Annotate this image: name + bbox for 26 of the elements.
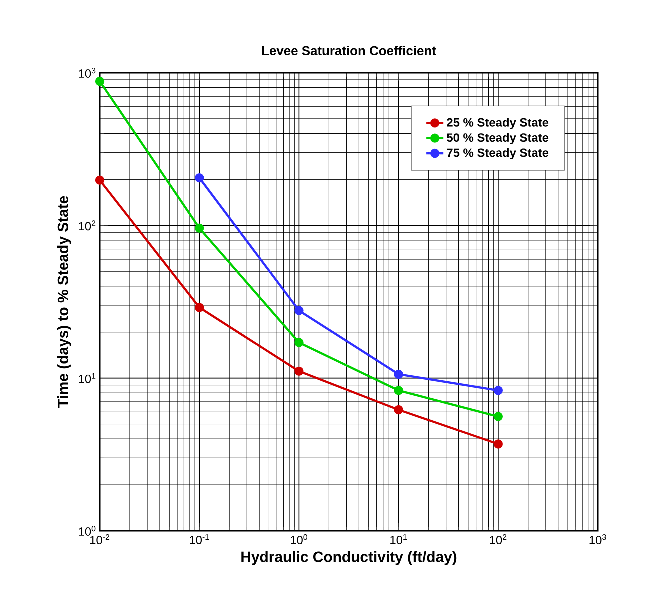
x-tick-label: 10$^{2}$ bbox=[490, 534, 507, 545]
x-axis-title: Hydraulic Conductivity (ft/day) bbox=[242, 551, 457, 566]
x-tick-label: 10$^{0}$ bbox=[291, 534, 308, 545]
x-tick-label: 10$^{-2}$ bbox=[90, 534, 110, 545]
point bbox=[95, 76, 105, 86]
x-tick-label: 10$^{3}$ bbox=[590, 534, 606, 545]
y-tick-label: 10$^{3}$ bbox=[79, 68, 96, 78]
point bbox=[494, 440, 503, 449]
point bbox=[494, 412, 503, 422]
y-tick-label: 10$^{0}$ bbox=[79, 526, 96, 536]
point bbox=[294, 366, 304, 376]
point bbox=[195, 224, 204, 233]
y-tick-label: 10$^{2}$ bbox=[79, 220, 96, 231]
x-tick-label: 10$^{-1}$ bbox=[190, 534, 210, 544]
point bbox=[394, 405, 404, 415]
point bbox=[195, 303, 204, 312]
chart-title: Levee Saturation Coefficient bbox=[262, 46, 436, 56]
x-tick-label: 10$^{1}$ bbox=[390, 534, 408, 544]
y-axis-title: Time (days) to % Steady State bbox=[57, 196, 72, 408]
y-tick-label: 10$^{1}$ bbox=[79, 373, 96, 384]
point bbox=[95, 176, 105, 185]
point bbox=[394, 386, 404, 396]
legend-label: 75 % Steady State bbox=[447, 148, 549, 160]
legend-label: 50 % Steady State bbox=[447, 133, 549, 144]
legend-label: 25 % Steady State bbox=[447, 118, 549, 130]
point bbox=[294, 338, 304, 348]
